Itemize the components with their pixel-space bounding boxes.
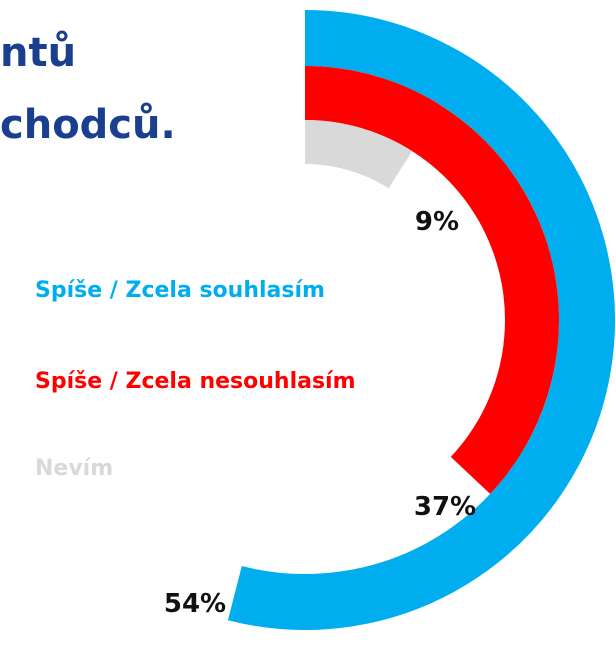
legend-label: Spíše / Zcela souhlasím — [35, 278, 325, 303]
arc-bar — [227, 10, 615, 630]
legend-label: Nevím — [35, 456, 113, 481]
value-label: 54% — [164, 589, 226, 619]
legend-label: Spíše / Zcela nesouhlasím — [35, 369, 356, 394]
value-label: 37% — [414, 492, 476, 522]
value-label: 9% — [415, 207, 459, 237]
arc-bar — [304, 120, 413, 189]
title-line: chodců. — [0, 101, 176, 148]
title-line: ntů — [0, 29, 76, 76]
arc-bar — [304, 66, 559, 494]
